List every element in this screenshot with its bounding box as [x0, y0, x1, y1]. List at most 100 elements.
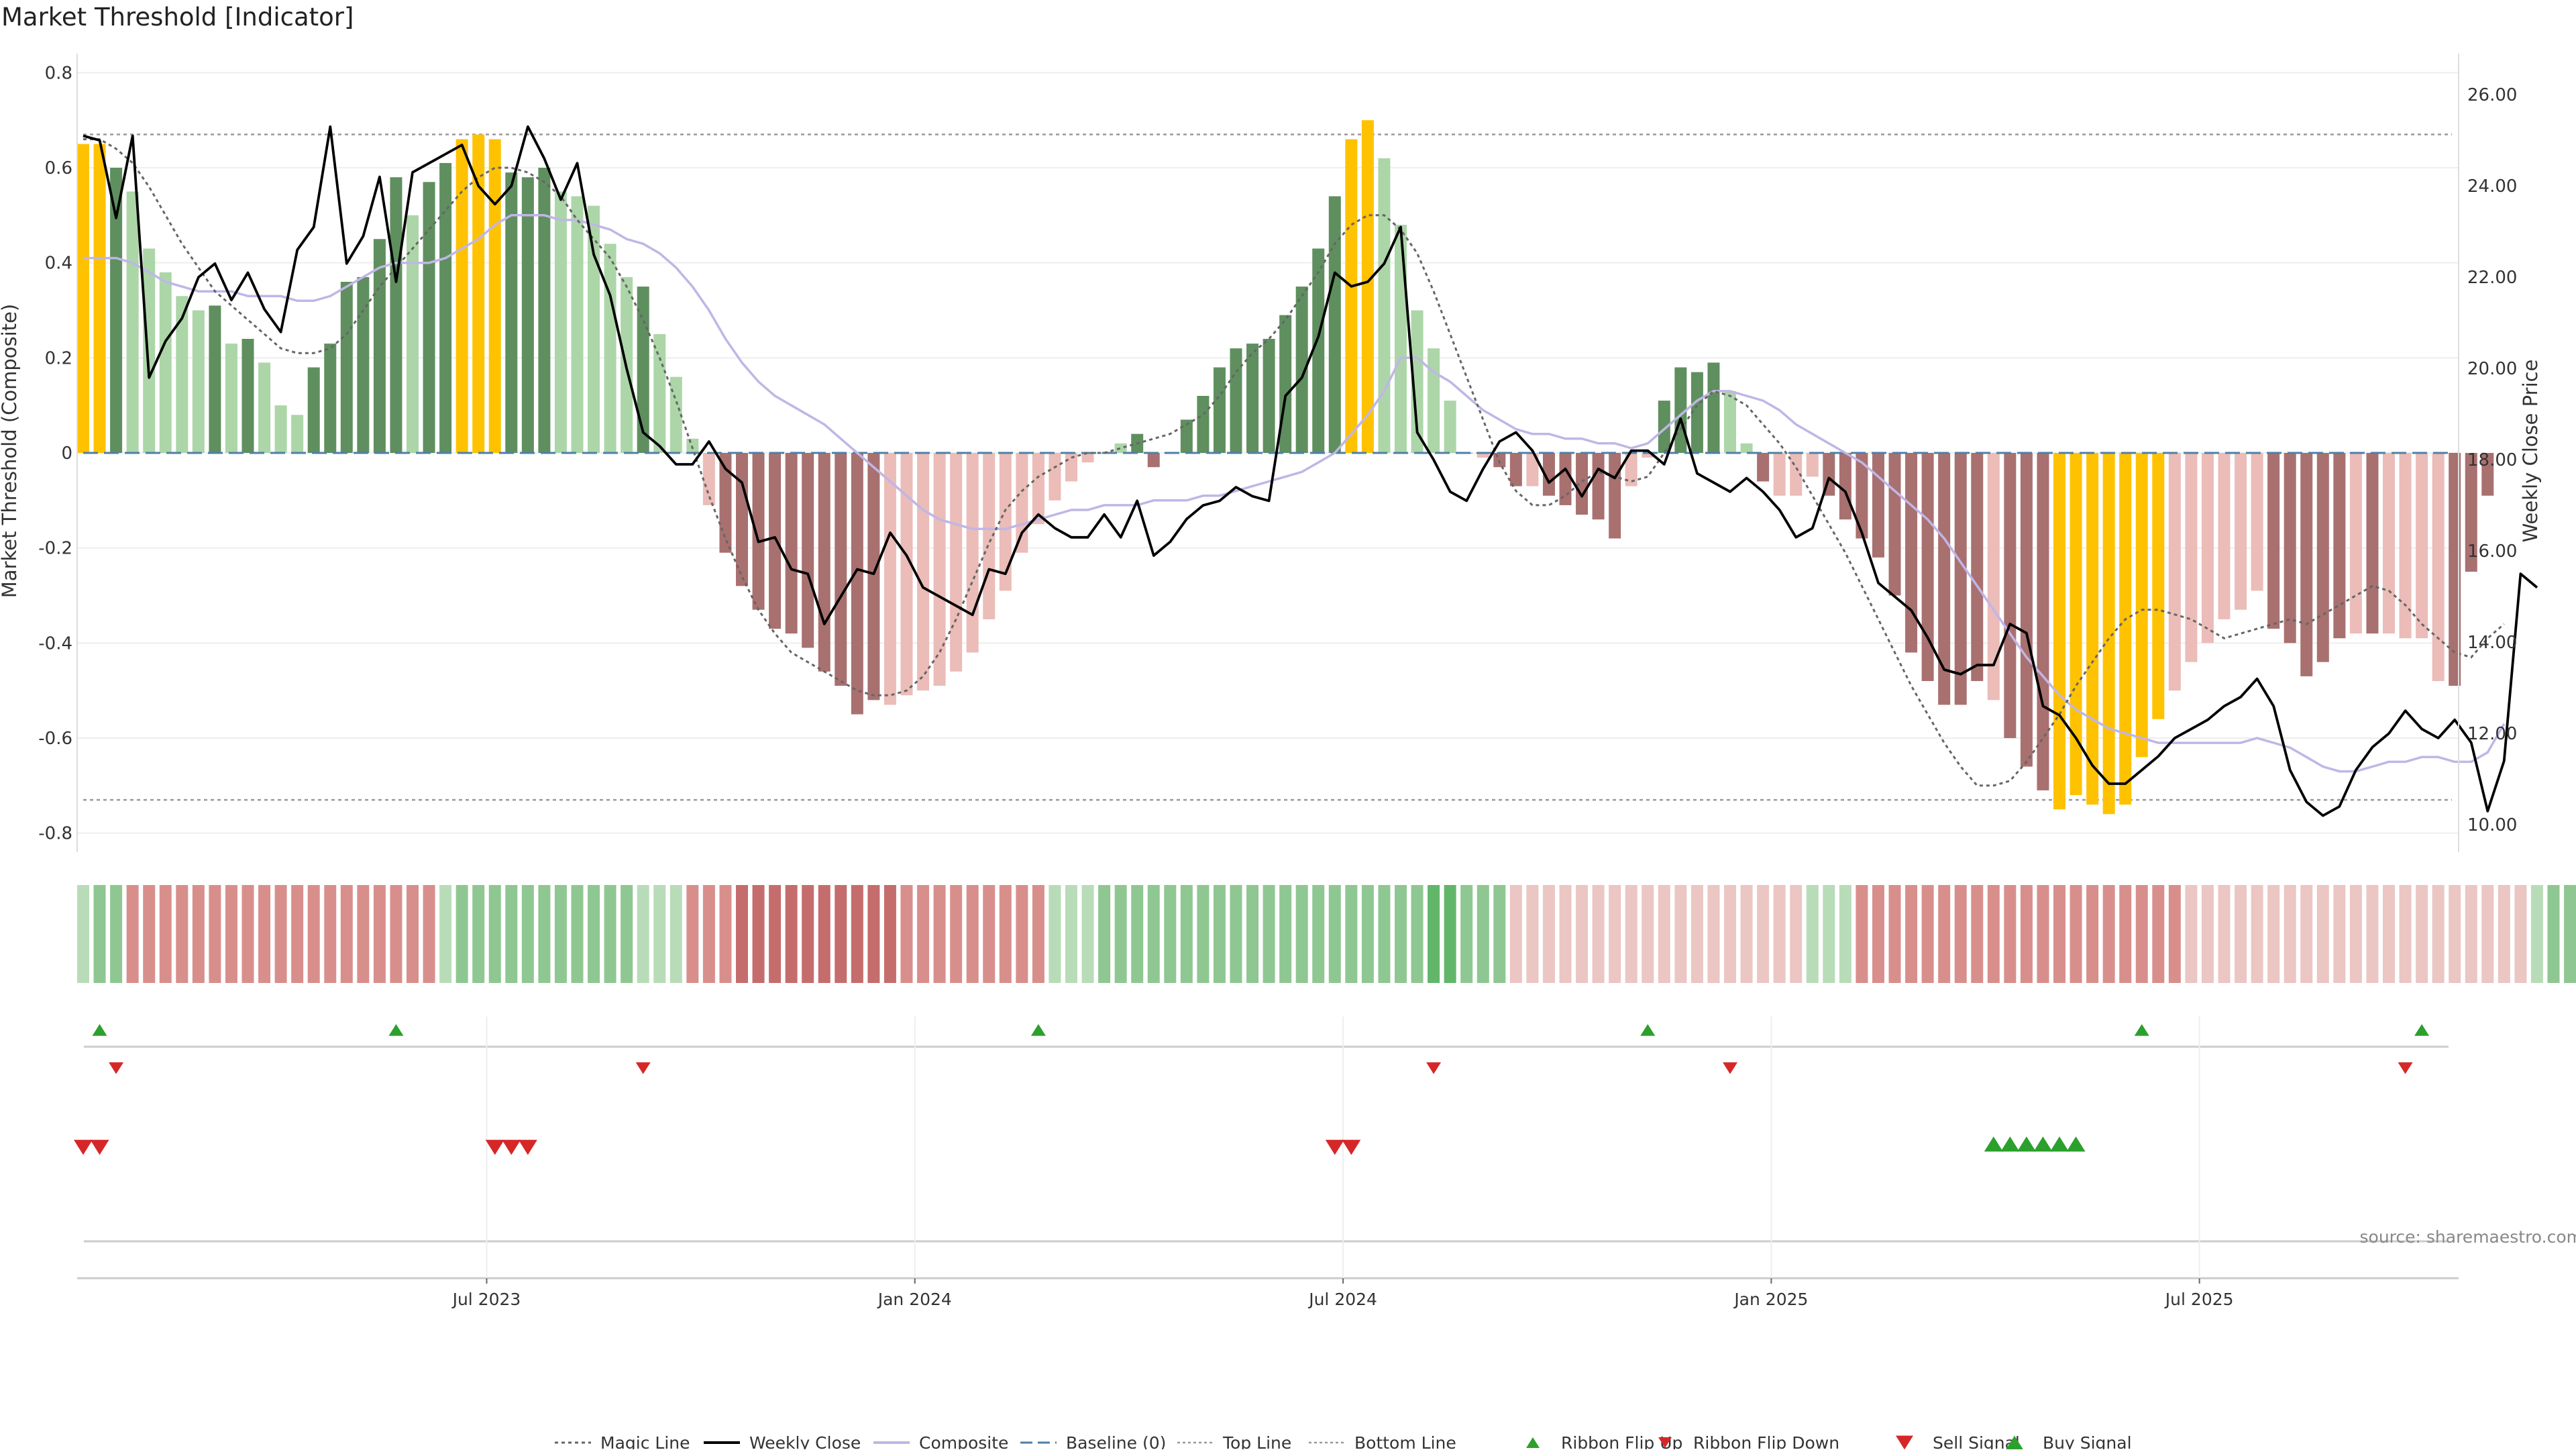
ribbon-cell [999, 884, 1012, 984]
threshold-bar [193, 311, 205, 454]
threshold-bar [2432, 453, 2445, 681]
ribbon-cell [455, 884, 469, 984]
ribbon-cell [1015, 884, 1028, 984]
ribbon-cell [93, 884, 107, 984]
ribbon-cell [1180, 884, 1193, 984]
ribbon-flip-up-marker [2135, 1024, 2149, 1036]
threshold-bar [1378, 158, 1390, 453]
threshold-bar [1889, 453, 1901, 596]
y-tick-label: 0.8 [45, 63, 72, 83]
ribbon-cell [2498, 884, 2511, 984]
y2-tick-label: 18.00 [2467, 450, 2517, 470]
threshold-bar [1000, 453, 1012, 590]
buy-signal-marker [2017, 1137, 2036, 1151]
threshold-bar [1148, 453, 1160, 467]
ribbon-cell [801, 884, 814, 984]
threshold-bar [555, 191, 567, 453]
threshold-bar [1955, 453, 1967, 705]
ribbon-cell [2465, 884, 2478, 984]
y2-tick-label: 22.00 [2467, 268, 2517, 288]
ribbon-cell [1081, 884, 1095, 984]
threshold-bar [2169, 453, 2181, 690]
ribbon-cell [653, 884, 666, 984]
threshold-bar [1279, 315, 1291, 453]
ribbon-cell [1065, 884, 1078, 984]
threshold-bar [1230, 348, 1242, 453]
threshold-bar [901, 453, 913, 695]
threshold-bar [1444, 401, 1456, 453]
threshold-bar [489, 140, 501, 454]
ribbon-cell [2086, 884, 2099, 984]
ribbon-cell [1921, 884, 1935, 984]
legend-label: Weekly Close [749, 1433, 861, 1449]
threshold-bar [1807, 453, 1819, 476]
ribbon-cell [1427, 884, 1440, 984]
signal-markers [74, 1024, 2429, 1155]
ribbon-cell [2332, 884, 2346, 984]
ribbon-cell [2300, 884, 2313, 984]
ribbon-cell [2118, 884, 2132, 984]
ribbon-cell [274, 884, 288, 984]
ribbon-cell [1328, 884, 1342, 984]
ribbon-cell [1822, 884, 1835, 984]
ribbon-cell [1361, 884, 1375, 984]
threshold-bar [538, 168, 550, 453]
ribbon-cell [488, 884, 502, 984]
threshold-bar [917, 453, 929, 690]
y-tick-label: -0.2 [38, 539, 72, 559]
ribbon-cell [1460, 884, 1473, 984]
threshold-bar [818, 453, 830, 672]
ribbon-cell [76, 884, 90, 984]
ribbon-cell [340, 884, 354, 984]
threshold-bar [1246, 344, 1258, 453]
buy-signal-marker [1984, 1137, 2003, 1151]
ribbon-cell [2448, 884, 2461, 984]
ribbon-cell [587, 884, 600, 984]
ribbon-cell [1888, 884, 1902, 984]
ribbon-cell [290, 884, 304, 984]
threshold-bar [786, 453, 798, 633]
ribbon-cell [669, 884, 683, 984]
ribbon-cell [1559, 884, 1572, 984]
y-axis-label: Market Threshold (Composite) [0, 304, 21, 598]
ribbon-cell [834, 884, 847, 984]
threshold-bars [77, 120, 2493, 814]
ribbon-cell [1246, 884, 1259, 984]
ribbon-cell [2382, 884, 2396, 984]
ribbon-cell [1641, 884, 1654, 984]
ribbon-cell [373, 884, 386, 984]
ribbon-cell [2251, 884, 2264, 984]
threshold-bar [291, 415, 303, 453]
threshold-bar [2300, 453, 2312, 676]
ribbon-cell [1196, 884, 1210, 984]
ribbon-cell [1872, 884, 1885, 984]
buy-signal-marker [2033, 1137, 2052, 1151]
ribbon-cell [2053, 884, 2066, 984]
ribbon-cell [307, 884, 321, 984]
threshold-bar [2218, 453, 2231, 619]
ribbon-cell [1295, 884, 1309, 984]
y2-tick-label: 20.00 [2467, 359, 2517, 379]
threshold-bar [2021, 453, 2033, 767]
ribbon-cell [389, 884, 402, 984]
threshold-bar [2086, 453, 2098, 805]
ribbon-flip-up-marker [1640, 1024, 1655, 1036]
threshold-bar [423, 182, 435, 453]
ribbon-cell [2349, 884, 2363, 984]
legend-swatch [1896, 1436, 1913, 1449]
threshold-bar [1197, 396, 1209, 453]
y2-tick-label: 10.00 [2467, 815, 2517, 835]
ribbon-cell [423, 884, 436, 984]
ribbon-cell [175, 884, 189, 984]
y2-tick-label: 16.00 [2467, 541, 2517, 562]
y2-axis-label: Weekly Close Price [2519, 360, 2542, 543]
ribbon-cell [126, 884, 140, 984]
legend-swatch [1526, 1437, 1540, 1448]
ribbon-cell [1097, 884, 1111, 984]
threshold-bar [2366, 453, 2378, 633]
threshold-bar [1329, 197, 1341, 454]
threshold-bar [1395, 225, 1407, 453]
